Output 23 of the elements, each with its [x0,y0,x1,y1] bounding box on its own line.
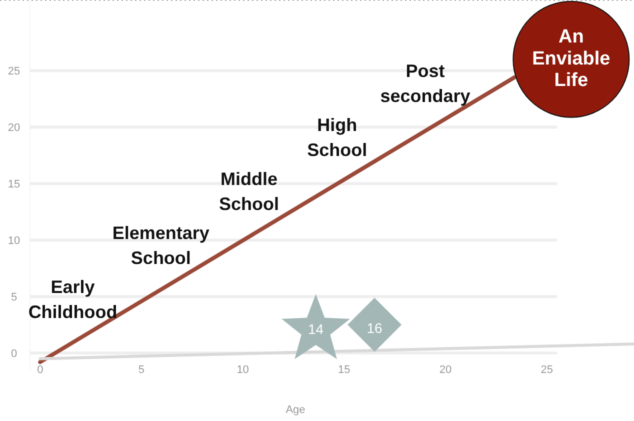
annotation: 16 [366,320,383,336]
x-tick-label: 15 [338,364,350,376]
annotation: Middle School [219,169,280,214]
y-tick-label: 5 [10,291,18,304]
annotation: An Enviable Life [532,26,610,92]
y-tick-label: 15 [8,178,20,190]
point [282,294,350,360]
x-tick-label: 0 [37,364,44,376]
annotation: 14 [308,320,324,337]
x-tick-label: 20 [439,364,452,376]
annotation: Early Childhood [28,277,118,322]
y-tick-label: 20 [8,122,20,134]
y-tick-label: 10 [8,234,20,247]
annotation: High School [307,114,368,160]
x-tick-label: 5 [138,364,145,376]
annotation: Elementary School [112,223,210,268]
x-tick-label: 10 [236,364,249,376]
point [348,298,402,352]
y-tick-label: 0 [10,348,18,360]
y-tick-label: 25 [8,65,20,78]
annotation: Post secondary [380,60,470,106]
x-tick-label: 25 [540,364,553,376]
x-axis-title: Age [286,404,306,416]
